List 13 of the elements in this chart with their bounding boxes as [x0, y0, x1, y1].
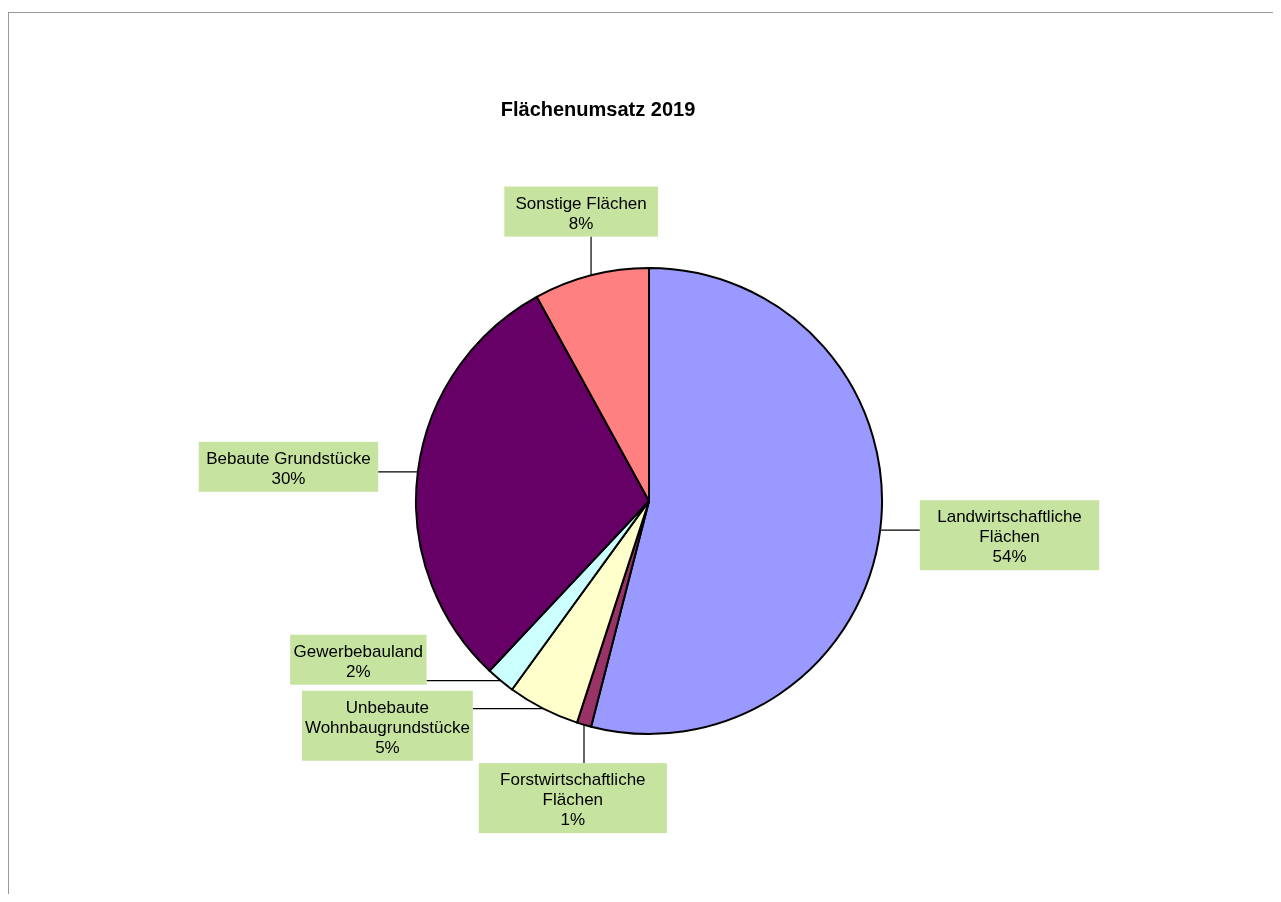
slice-label: Gewerbebauland [293, 641, 424, 661]
data-label: 54% [992, 547, 1027, 567]
data-label: 2% [346, 661, 371, 681]
slice-label: Bebaute Grundstücke [206, 448, 371, 468]
data-label: 1% [560, 810, 586, 830]
slice-label: Landwirtschaftliche Flächen [937, 507, 1082, 547]
slice-label: Unbebaute Wohnbaugrundstücke [304, 697, 470, 737]
slice-label: Sonstige Flächen [515, 193, 647, 213]
data-label: 8% [568, 213, 594, 233]
chart-title: Flächenumsatz 2019 [500, 98, 696, 120]
data-label: 30% [271, 468, 306, 488]
slice-label: Forstwirtschaftliche Flächen [500, 770, 646, 810]
data-label: 5% [375, 737, 400, 757]
